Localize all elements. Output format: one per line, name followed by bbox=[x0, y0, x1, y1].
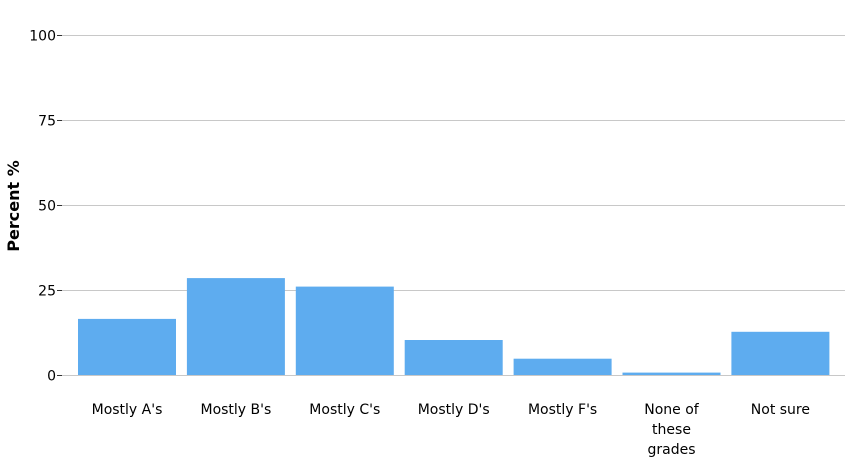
y-axis-title: Percent % bbox=[4, 160, 23, 251]
y-tick-label: 25 bbox=[38, 284, 56, 300]
bar bbox=[186, 278, 285, 375]
y-tick-label: 75 bbox=[38, 114, 56, 130]
x-category-label: Mostly F's bbox=[528, 402, 597, 418]
bar bbox=[731, 331, 830, 375]
x-category-label: Mostly D's bbox=[418, 402, 490, 418]
x-category-label: Mostly A's bbox=[92, 402, 163, 418]
x-category-label: Not sure bbox=[751, 402, 810, 418]
bars bbox=[78, 278, 830, 375]
bar bbox=[622, 372, 721, 375]
bar bbox=[404, 340, 503, 375]
gridlines bbox=[62, 35, 845, 376]
y-axis-ticks: 0 25 50 75 100 bbox=[29, 29, 62, 385]
x-category-label: None of these grades bbox=[644, 402, 700, 458]
bar bbox=[513, 358, 612, 375]
y-tick-label: 0 bbox=[47, 369, 56, 385]
x-category-label: Mostly B's bbox=[200, 402, 271, 418]
y-tick-label: 50 bbox=[38, 199, 56, 215]
bar bbox=[78, 318, 176, 375]
x-category-label: Mostly C's bbox=[309, 402, 380, 418]
y-tick-label: 100 bbox=[29, 29, 56, 45]
x-axis-category-labels: Mostly A's Mostly B's Mostly C's Mostly D's… bbox=[92, 402, 810, 458]
bar bbox=[295, 286, 394, 375]
